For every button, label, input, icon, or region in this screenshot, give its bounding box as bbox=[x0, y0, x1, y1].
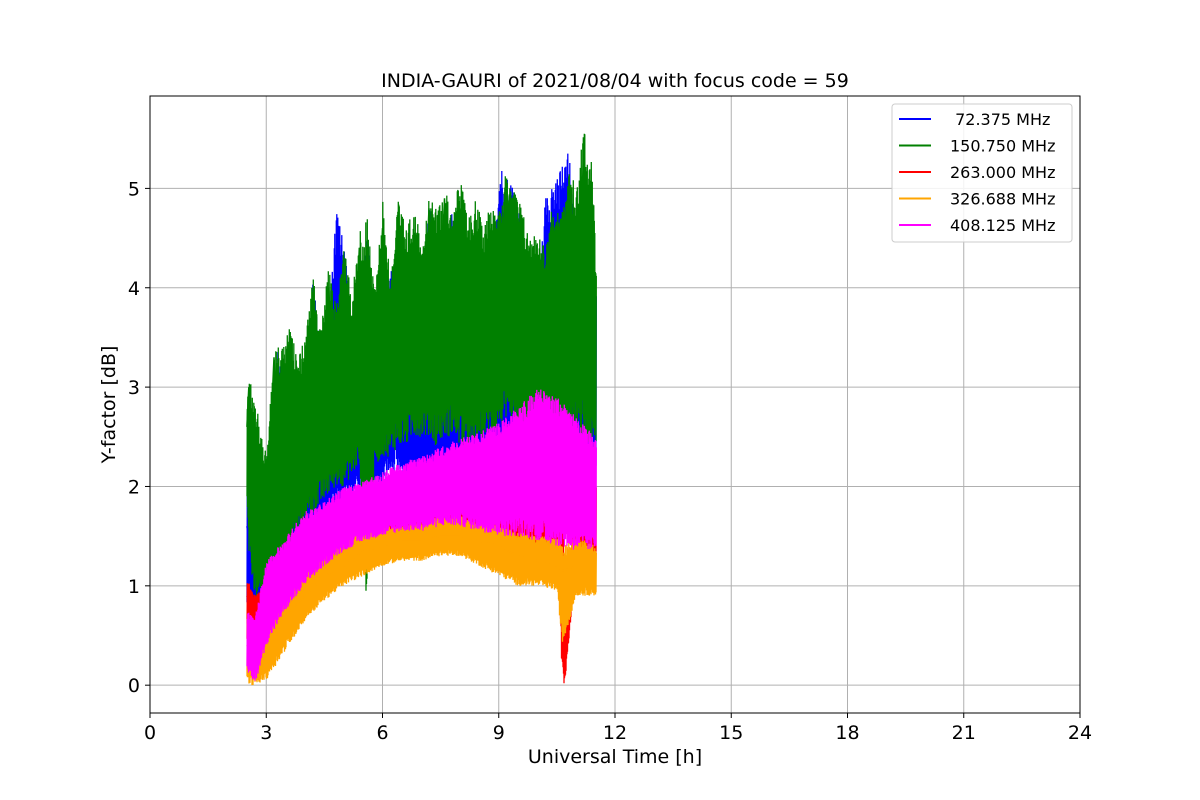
y-tick-label: 1 bbox=[128, 576, 140, 598]
x-tick-label: 3 bbox=[260, 722, 272, 744]
y-tick-label: 0 bbox=[128, 675, 140, 697]
x-axis: 0 3 6 9 12 15 18 21 24 bbox=[144, 713, 1092, 744]
y-axis: 0 1 2 3 4 5 bbox=[128, 178, 150, 697]
y-tick-label: 3 bbox=[128, 377, 140, 399]
plot-area bbox=[246, 133, 597, 686]
legend-label-263-000: 263.000 MHz bbox=[950, 163, 1055, 182]
x-tick-label: 24 bbox=[1068, 722, 1092, 744]
series-trace-408-125 bbox=[246, 389, 597, 681]
series-line-408-125 bbox=[246, 475, 596, 648]
legend-label-326-688: 326.688 MHz bbox=[950, 190, 1055, 209]
legend-label-408-125: 408.125 MHz bbox=[950, 216, 1055, 235]
x-tick-label: 18 bbox=[835, 722, 859, 744]
x-tick-label: 21 bbox=[952, 722, 976, 744]
x-tick-label: 12 bbox=[603, 722, 627, 744]
series-line-150-750 bbox=[246, 148, 597, 567]
legend-box bbox=[891, 103, 1073, 243]
y-tick-label: 5 bbox=[128, 178, 140, 200]
y-tick-label: 4 bbox=[128, 278, 140, 300]
x-axis-title: Universal Time [h] bbox=[528, 746, 702, 768]
legend-label-150-750: 150.750 MHz bbox=[950, 137, 1055, 156]
series-line-326-688 bbox=[246, 535, 596, 668]
x-tick-label: 6 bbox=[376, 722, 388, 744]
x-tick-label: 15 bbox=[719, 722, 743, 744]
legend: 72.375 MHz 150.750 MHz 263.000 MHz 326.688 … bbox=[891, 103, 1073, 243]
legend-label-72-375: 72.375 MHz bbox=[950, 110, 1050, 129]
chart-title: INDIA-GAURI of 2021/08/04 with focus cod… bbox=[381, 70, 849, 92]
x-tick-label: 9 bbox=[493, 722, 505, 744]
y-tick-label: 2 bbox=[128, 476, 140, 498]
y-axis-title: Y-factor [dB] bbox=[98, 346, 120, 465]
x-tick-label: 0 bbox=[144, 722, 156, 744]
